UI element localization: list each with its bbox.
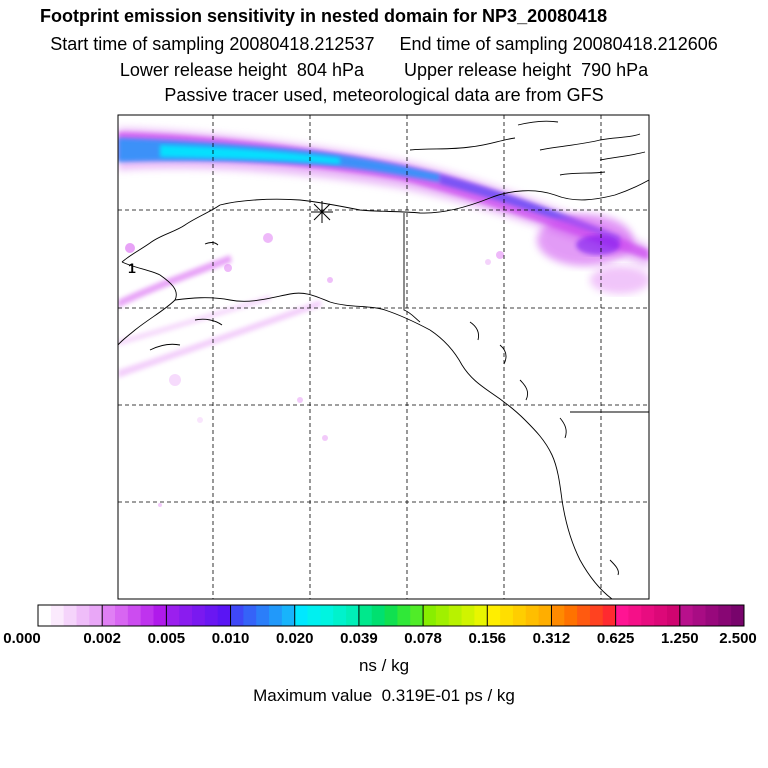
colorbar-cell: [487, 605, 501, 626]
colorbar-tick-label: 0.000: [3, 630, 41, 647]
colorbar-cell: [217, 605, 232, 626]
colorbar-cell: [448, 605, 463, 626]
colorbar-cell: [628, 605, 642, 626]
map-marker-label: 1: [128, 260, 136, 276]
colorbar-tick-label: 0.625: [596, 630, 635, 647]
lower-release-text: Lower release height 804 hPa: [119, 60, 364, 80]
colorbar-cell: [564, 605, 578, 626]
map-frame: [117, 114, 650, 600]
colorbar-cell: [281, 605, 296, 626]
colorbar-cell: [435, 605, 450, 626]
release-height-line: Lower release height 804 hPa Upper relea…: [0, 60, 768, 81]
colorbar-cell: [256, 605, 270, 626]
colorbar-cell: [102, 605, 116, 626]
colorbar-cell: [589, 605, 604, 626]
colorbar-cell: [666, 605, 681, 626]
colorbar-cell: [654, 605, 668, 626]
tracer-note: Passive tracer used, meteorological data…: [164, 85, 604, 105]
asterisk-icon: [311, 201, 333, 223]
colorbar-cell: [346, 605, 360, 626]
lat-lon-grid: [118, 115, 649, 599]
colorbar-tick-label: 0.078: [404, 630, 442, 647]
colorbar-cell: [38, 605, 52, 626]
colorbar-cell: [423, 605, 437, 626]
colorbar-cell: [269, 605, 283, 626]
colorbar-tick-label: 0.039: [340, 630, 378, 647]
colorbar-cell: [718, 605, 732, 626]
colorbar-tick-label: 2.500: [719, 630, 757, 647]
plot-title: Footprint emission sensitivity in nested…: [40, 6, 608, 26]
colorbar-cell: [204, 605, 219, 626]
colorbar-cell: [525, 605, 540, 626]
colorbar-cell: [127, 605, 142, 626]
colorbar-cell: [140, 605, 155, 626]
colorbar-cell: [410, 605, 424, 626]
colorbar-cell: [115, 605, 129, 626]
colorbar-cell: [243, 605, 257, 626]
colorbar-cell: [230, 605, 244, 626]
colorbar-cell: [692, 605, 706, 626]
colorbar-cell: [474, 605, 488, 626]
maximum-value-text: Maximum value 0.319E-01 ps / kg: [253, 686, 515, 705]
colorbar-cell: [333, 605, 347, 626]
coastlines: [118, 120, 649, 599]
colorbar-cell: [358, 605, 373, 626]
colorbar-cell: [461, 605, 475, 626]
colorbar-cell: [192, 605, 206, 626]
colorbar-cell: [538, 605, 552, 626]
colorbar-cell: [307, 605, 321, 626]
colorbar-cell: [320, 605, 334, 626]
colorbar-tick-label: 0.002: [83, 630, 121, 647]
colorbar-cell: [179, 605, 193, 626]
colorbar-cell: [705, 605, 719, 626]
end-time-text: End time of sampling 20080418.212606: [399, 34, 718, 54]
sampling-time-line: Start time of sampling 20080418.212537 E…: [0, 34, 768, 55]
colorbar-cell: [731, 605, 745, 626]
sensitivity-field: [118, 128, 649, 507]
colorbar-cell: [577, 605, 591, 626]
map-background: [118, 115, 649, 599]
colorbar-cell: [500, 605, 514, 626]
colorbar-cell: [615, 605, 629, 626]
colorbar-cell: [153, 605, 167, 626]
upper-release-text: Upper release height 790 hPa: [404, 60, 649, 80]
colorbar-cell: [384, 605, 398, 626]
colorbar-cell: [512, 605, 527, 626]
colorbar-cell: [294, 605, 309, 626]
colorbar-tick-label: 0.010: [211, 630, 250, 647]
colorbar-cell: [76, 605, 90, 626]
colorbar-cell: [371, 605, 386, 626]
colorbar-frame: [37, 604, 745, 627]
colorbar-cell: [679, 605, 694, 626]
colorbar-tick-label: 0.005: [147, 630, 186, 647]
colorbar-cell: [641, 605, 655, 626]
colorbar-cell: [397, 605, 411, 626]
colorbar-tick-label: 0.312: [532, 630, 571, 647]
start-time-text: Start time of sampling 20080418.212537: [50, 34, 375, 54]
colorbar-tick-label: 0.020: [275, 630, 314, 647]
colorbar-cell: [89, 605, 103, 626]
colorbar-tick-label: 1.250: [661, 630, 699, 647]
colorbar-cell: [63, 605, 78, 626]
colorbar-cell: [551, 605, 565, 626]
colorbar-cell: [602, 605, 617, 626]
colorbar-cell: [50, 605, 65, 626]
colorbar-cell: [166, 605, 180, 626]
units-label: ns / kg: [358, 656, 410, 675]
colorbar-tick-label: 0.156: [468, 630, 507, 647]
